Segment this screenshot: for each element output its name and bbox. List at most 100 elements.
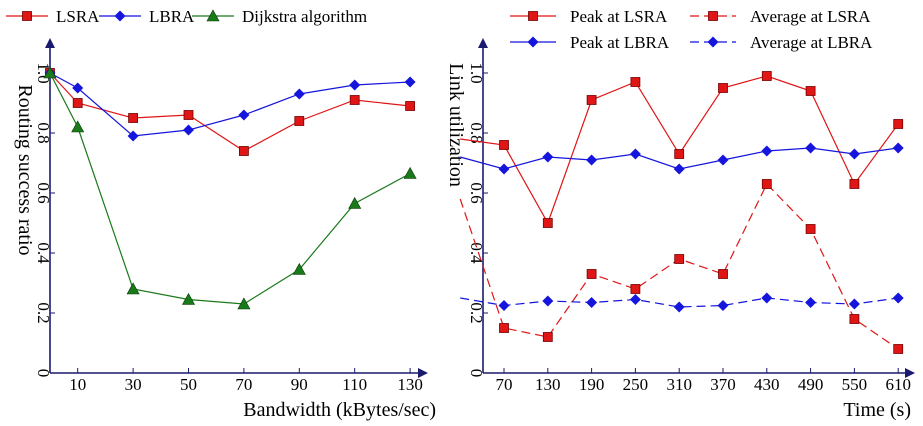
data-point [348, 196, 362, 209]
x-tick-label: 110 [342, 375, 367, 394]
data-point [849, 179, 860, 189]
data-point [126, 282, 140, 295]
data-point [630, 284, 641, 294]
data-point [718, 83, 728, 93]
y-tick-label: 0.2 [467, 302, 486, 323]
data-point [404, 76, 416, 88]
y-tick-label: 1.0 [467, 62, 486, 83]
series-average-at-lsra [459, 179, 904, 354]
data-point [849, 314, 860, 324]
legend-label: Average at LBRA [750, 33, 873, 52]
x-tick-label: 70 [496, 375, 513, 394]
data-point [893, 344, 904, 354]
y-axis-title: Link utilization [445, 63, 467, 187]
y-tick-label: 0.6 [467, 182, 486, 203]
data-point [403, 166, 417, 179]
legend-entry: Peak at LBRA [510, 33, 670, 52]
data-point [718, 269, 728, 279]
x-tick-label: 490 [798, 375, 824, 394]
data-point [717, 300, 729, 311]
data-point [349, 79, 361, 91]
y-tick-label: 0.6 [34, 182, 53, 203]
y-tick-label: 0.4 [34, 242, 53, 264]
series-lbra [44, 67, 416, 142]
legend-entry: LBRA [99, 7, 195, 26]
y-tick-label: 0 [467, 369, 486, 378]
x-axis-title: Time (s) [843, 399, 911, 421]
x-tick-label: 250 [623, 375, 649, 394]
legend-entry: LSRA [6, 7, 100, 26]
data-point [629, 148, 641, 160]
data-point [717, 154, 729, 166]
data-point [183, 110, 194, 120]
legend-marker [707, 36, 719, 48]
y-axis-arrow [45, 38, 55, 48]
y-tick-label: 0 [34, 369, 53, 378]
data-point [349, 95, 360, 105]
series-line [49, 72, 411, 152]
data-point [586, 154, 598, 166]
data-point [892, 292, 904, 304]
data-point [805, 86, 816, 96]
data-point [586, 297, 598, 308]
legend-entry: Average at LSRA [690, 7, 871, 26]
chart-routing-success: 10 30 50 70 90 110 130 0 0.2 0.4 0.6 0.8 1.0Routing … [6, 7, 436, 421]
data-point [805, 224, 816, 234]
data-point [72, 98, 83, 108]
legend-marker [114, 10, 126, 22]
x-tick-label: 370 [710, 375, 736, 394]
x-tick-label: 50 [180, 375, 197, 394]
data-point [761, 179, 772, 189]
data-point [237, 297, 251, 310]
legend-marker [22, 11, 32, 21]
legend-marker [528, 11, 538, 21]
data-point [673, 301, 685, 313]
y-tick-label: 0.8 [34, 122, 53, 143]
series-line [459, 182, 899, 350]
series-dijkstra-algorithm [43, 66, 417, 310]
data-point [43, 66, 57, 79]
data-point [498, 163, 510, 175]
legend-label: Peak at LBRA [570, 33, 670, 52]
data-point [629, 294, 641, 305]
data-point [181, 292, 196, 305]
data-point [294, 116, 305, 126]
x-tick-label: 130 [397, 375, 423, 394]
data-point [499, 323, 509, 333]
series-line [49, 72, 411, 305]
series-line [460, 297, 899, 308]
legend-label: Peak at LSRA [570, 7, 668, 26]
data-point [498, 300, 510, 311]
data-point [761, 145, 773, 157]
data-point [630, 77, 641, 87]
y-tick-label: 0.4 [467, 242, 486, 264]
series-line [49, 72, 411, 137]
series-average-at-lbra [460, 292, 904, 313]
data-point [292, 262, 306, 275]
x-tick-label: 430 [754, 375, 780, 394]
data-point [761, 71, 772, 81]
data-point [892, 142, 904, 154]
x-tick-label: 190 [579, 375, 605, 394]
legend-entry: Average at LBRA [690, 33, 873, 52]
x-tick-label: 70 [235, 375, 252, 394]
series-peak-at-lsra [460, 71, 904, 228]
x-axis-arrow [905, 368, 915, 378]
data-point [761, 292, 773, 304]
legend-label: LSRA [56, 7, 100, 26]
data-point [542, 218, 553, 228]
data-point [805, 297, 817, 308]
data-point [586, 95, 597, 105]
legend-entry: Peak at LSRA [510, 7, 668, 26]
data-point [586, 269, 597, 279]
y-tick-label: 0.8 [467, 122, 486, 143]
data-point [128, 113, 139, 123]
data-point [674, 254, 685, 264]
x-tick-label: 10 [69, 375, 86, 394]
y-axis-title: Routing success ratio [14, 84, 36, 255]
legend-marker [708, 11, 718, 21]
y-tick-label: 0.2 [34, 302, 53, 323]
series-lsra [45, 68, 416, 156]
data-point [674, 149, 685, 159]
